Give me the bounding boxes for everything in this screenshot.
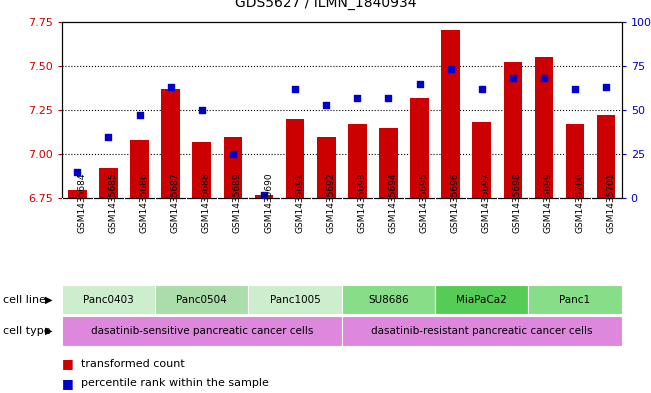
Bar xyxy=(68,189,87,198)
Text: GSM1435685: GSM1435685 xyxy=(109,173,117,233)
Point xyxy=(290,86,300,92)
Text: MiaPaCa2: MiaPaCa2 xyxy=(456,295,507,305)
Text: ■: ■ xyxy=(62,376,74,390)
Text: GSM1435701: GSM1435701 xyxy=(606,173,615,233)
Point xyxy=(259,192,270,198)
Bar xyxy=(130,140,149,198)
Text: GSM1435694: GSM1435694 xyxy=(389,173,397,233)
Bar xyxy=(223,136,242,198)
Text: Panc1: Panc1 xyxy=(559,295,590,305)
Bar xyxy=(342,316,622,346)
Text: cell type: cell type xyxy=(3,326,51,336)
Point xyxy=(445,66,456,72)
Point xyxy=(414,80,424,86)
Text: Panc0403: Panc0403 xyxy=(83,295,134,305)
Bar xyxy=(410,97,429,198)
Bar xyxy=(62,316,342,346)
Bar xyxy=(597,115,615,198)
Text: GSM1435692: GSM1435692 xyxy=(326,173,335,233)
Point xyxy=(165,84,176,90)
Bar xyxy=(99,168,118,198)
Text: ▶: ▶ xyxy=(45,295,53,305)
Bar xyxy=(529,285,622,314)
Bar xyxy=(155,285,249,314)
Text: GSM1435689: GSM1435689 xyxy=(233,173,242,233)
Text: GSM1435700: GSM1435700 xyxy=(575,173,584,233)
Text: Panc0504: Panc0504 xyxy=(176,295,227,305)
Text: GSM1435697: GSM1435697 xyxy=(482,173,491,233)
Point xyxy=(570,86,580,92)
Bar xyxy=(193,142,211,198)
Bar xyxy=(348,124,367,198)
Point xyxy=(508,75,518,81)
Point xyxy=(321,101,331,108)
Bar xyxy=(161,89,180,198)
Point xyxy=(228,151,238,157)
Text: ▶: ▶ xyxy=(45,326,53,336)
Bar xyxy=(255,195,273,198)
Text: GSM1435691: GSM1435691 xyxy=(295,173,304,233)
Text: GSM1435690: GSM1435690 xyxy=(264,173,273,233)
Text: GSM1435698: GSM1435698 xyxy=(513,173,522,233)
Text: cell line: cell line xyxy=(3,295,46,305)
Text: GSM1435686: GSM1435686 xyxy=(139,173,148,233)
Bar xyxy=(342,285,435,314)
Bar xyxy=(286,119,305,198)
Bar xyxy=(379,128,398,198)
Point xyxy=(352,94,363,101)
Text: ■: ■ xyxy=(62,357,74,370)
Text: GSM1435688: GSM1435688 xyxy=(202,173,211,233)
Text: GDS5627 / ILMN_1840934: GDS5627 / ILMN_1840934 xyxy=(235,0,416,10)
Text: dasatinib-sensitive pancreatic cancer cells: dasatinib-sensitive pancreatic cancer ce… xyxy=(90,326,313,336)
Text: GSM1435693: GSM1435693 xyxy=(357,173,367,233)
Point xyxy=(539,75,549,81)
Text: transformed count: transformed count xyxy=(81,358,185,369)
Bar xyxy=(317,136,335,198)
Bar xyxy=(503,62,522,198)
Bar xyxy=(62,285,155,314)
Text: GSM1435695: GSM1435695 xyxy=(419,173,428,233)
Bar xyxy=(566,124,585,198)
Text: SU8686: SU8686 xyxy=(368,295,409,305)
Point xyxy=(383,94,394,101)
Text: dasatinib-resistant pancreatic cancer cells: dasatinib-resistant pancreatic cancer ce… xyxy=(371,326,592,336)
Point xyxy=(601,84,611,90)
Text: GSM1435684: GSM1435684 xyxy=(77,173,87,233)
Point xyxy=(134,112,145,118)
Bar xyxy=(441,30,460,198)
Bar xyxy=(534,57,553,198)
Bar xyxy=(473,122,491,198)
Bar xyxy=(435,285,529,314)
Text: GSM1435699: GSM1435699 xyxy=(544,173,553,233)
Point xyxy=(72,169,83,175)
Text: percentile rank within the sample: percentile rank within the sample xyxy=(81,378,270,388)
Point xyxy=(197,107,207,113)
Bar xyxy=(249,285,342,314)
Text: Panc1005: Panc1005 xyxy=(270,295,320,305)
Text: GSM1435687: GSM1435687 xyxy=(171,173,180,233)
Point xyxy=(477,86,487,92)
Point xyxy=(104,133,114,140)
Text: GSM1435696: GSM1435696 xyxy=(450,173,460,233)
